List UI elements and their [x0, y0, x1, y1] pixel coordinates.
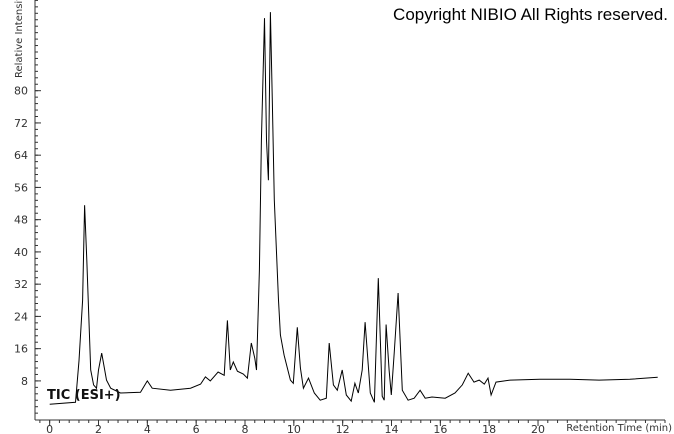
x-tick-label: 16 — [433, 423, 447, 434]
y-tick-label: 16 — [14, 343, 28, 356]
y-tick-label: 72 — [14, 117, 28, 130]
y-tick-label: 40 — [14, 246, 28, 259]
x-tick-label: 12 — [336, 423, 350, 434]
y-tick-label: 32 — [14, 278, 28, 291]
x-tick-label: 6 — [193, 423, 200, 434]
x-tick-label: 0 — [46, 423, 53, 434]
x-tick-label: 2 — [95, 423, 102, 434]
y-tick-label: 56 — [14, 181, 28, 194]
x-tick-label: 10 — [287, 423, 301, 434]
y-tick-label: 8 — [21, 375, 28, 388]
x-tick-label: 4 — [144, 423, 151, 434]
tic-trace-line — [49, 12, 658, 405]
copyright-text: Copyright NIBIO All Rights reserved. — [393, 5, 668, 24]
y-tick-label: 80 — [14, 85, 28, 98]
y-tick-label: 48 — [14, 214, 28, 227]
y-axis-title: Relative Intensity — [14, 0, 25, 78]
y-tick-label: 24 — [14, 310, 28, 323]
x-tick-label: 8 — [242, 423, 249, 434]
y-tick-label: 64 — [14, 149, 28, 162]
x-tick-label: 20 — [531, 423, 545, 434]
x-tick-label: 14 — [385, 423, 399, 434]
x-tick-label: 18 — [482, 423, 496, 434]
trace-label: TIC (ESI+) — [47, 388, 121, 403]
x-axis-title: Retention Time (min) — [566, 423, 672, 434]
